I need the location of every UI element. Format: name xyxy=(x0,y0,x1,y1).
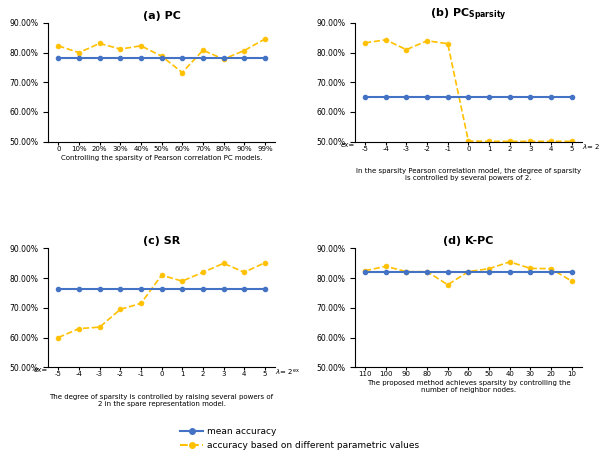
Title: (b) PC$_{\mathregular{Sparsity}}$: (b) PC$_{\mathregular{Sparsity}}$ xyxy=(430,6,506,23)
X-axis label: In the sparsity Pearson correlation model, the degree of sparsity
is controlled : In the sparsity Pearson correlation mode… xyxy=(356,168,581,181)
Text: ex=: ex= xyxy=(341,142,355,148)
Text: $\lambda$= 2$^{\mathregular{ex}}$: $\lambda$= 2$^{\mathregular{ex}}$ xyxy=(582,142,600,151)
Title: (d) K-PC: (d) K-PC xyxy=(443,236,494,246)
X-axis label: Controlling the sparsity of Pearson correlation PC models.: Controlling the sparsity of Pearson corr… xyxy=(61,155,262,161)
X-axis label: The degree of sparsity is controlled by raising several powers of
2 in the spare: The degree of sparsity is controlled by … xyxy=(50,394,274,407)
Text: ex=: ex= xyxy=(34,367,48,373)
Title: (a) PC: (a) PC xyxy=(143,11,181,21)
Title: (c) SR: (c) SR xyxy=(143,236,180,246)
Legend: mean accuracy, accuracy based on different parametric values: mean accuracy, accuracy based on differe… xyxy=(181,427,419,450)
X-axis label: The proposed method achieves sparsity by controlling the
number of neighbor node: The proposed method achieves sparsity by… xyxy=(367,380,570,393)
Text: $\lambda$= 2$^{\mathregular{ex}}$: $\lambda$= 2$^{\mathregular{ex}}$ xyxy=(275,367,300,377)
